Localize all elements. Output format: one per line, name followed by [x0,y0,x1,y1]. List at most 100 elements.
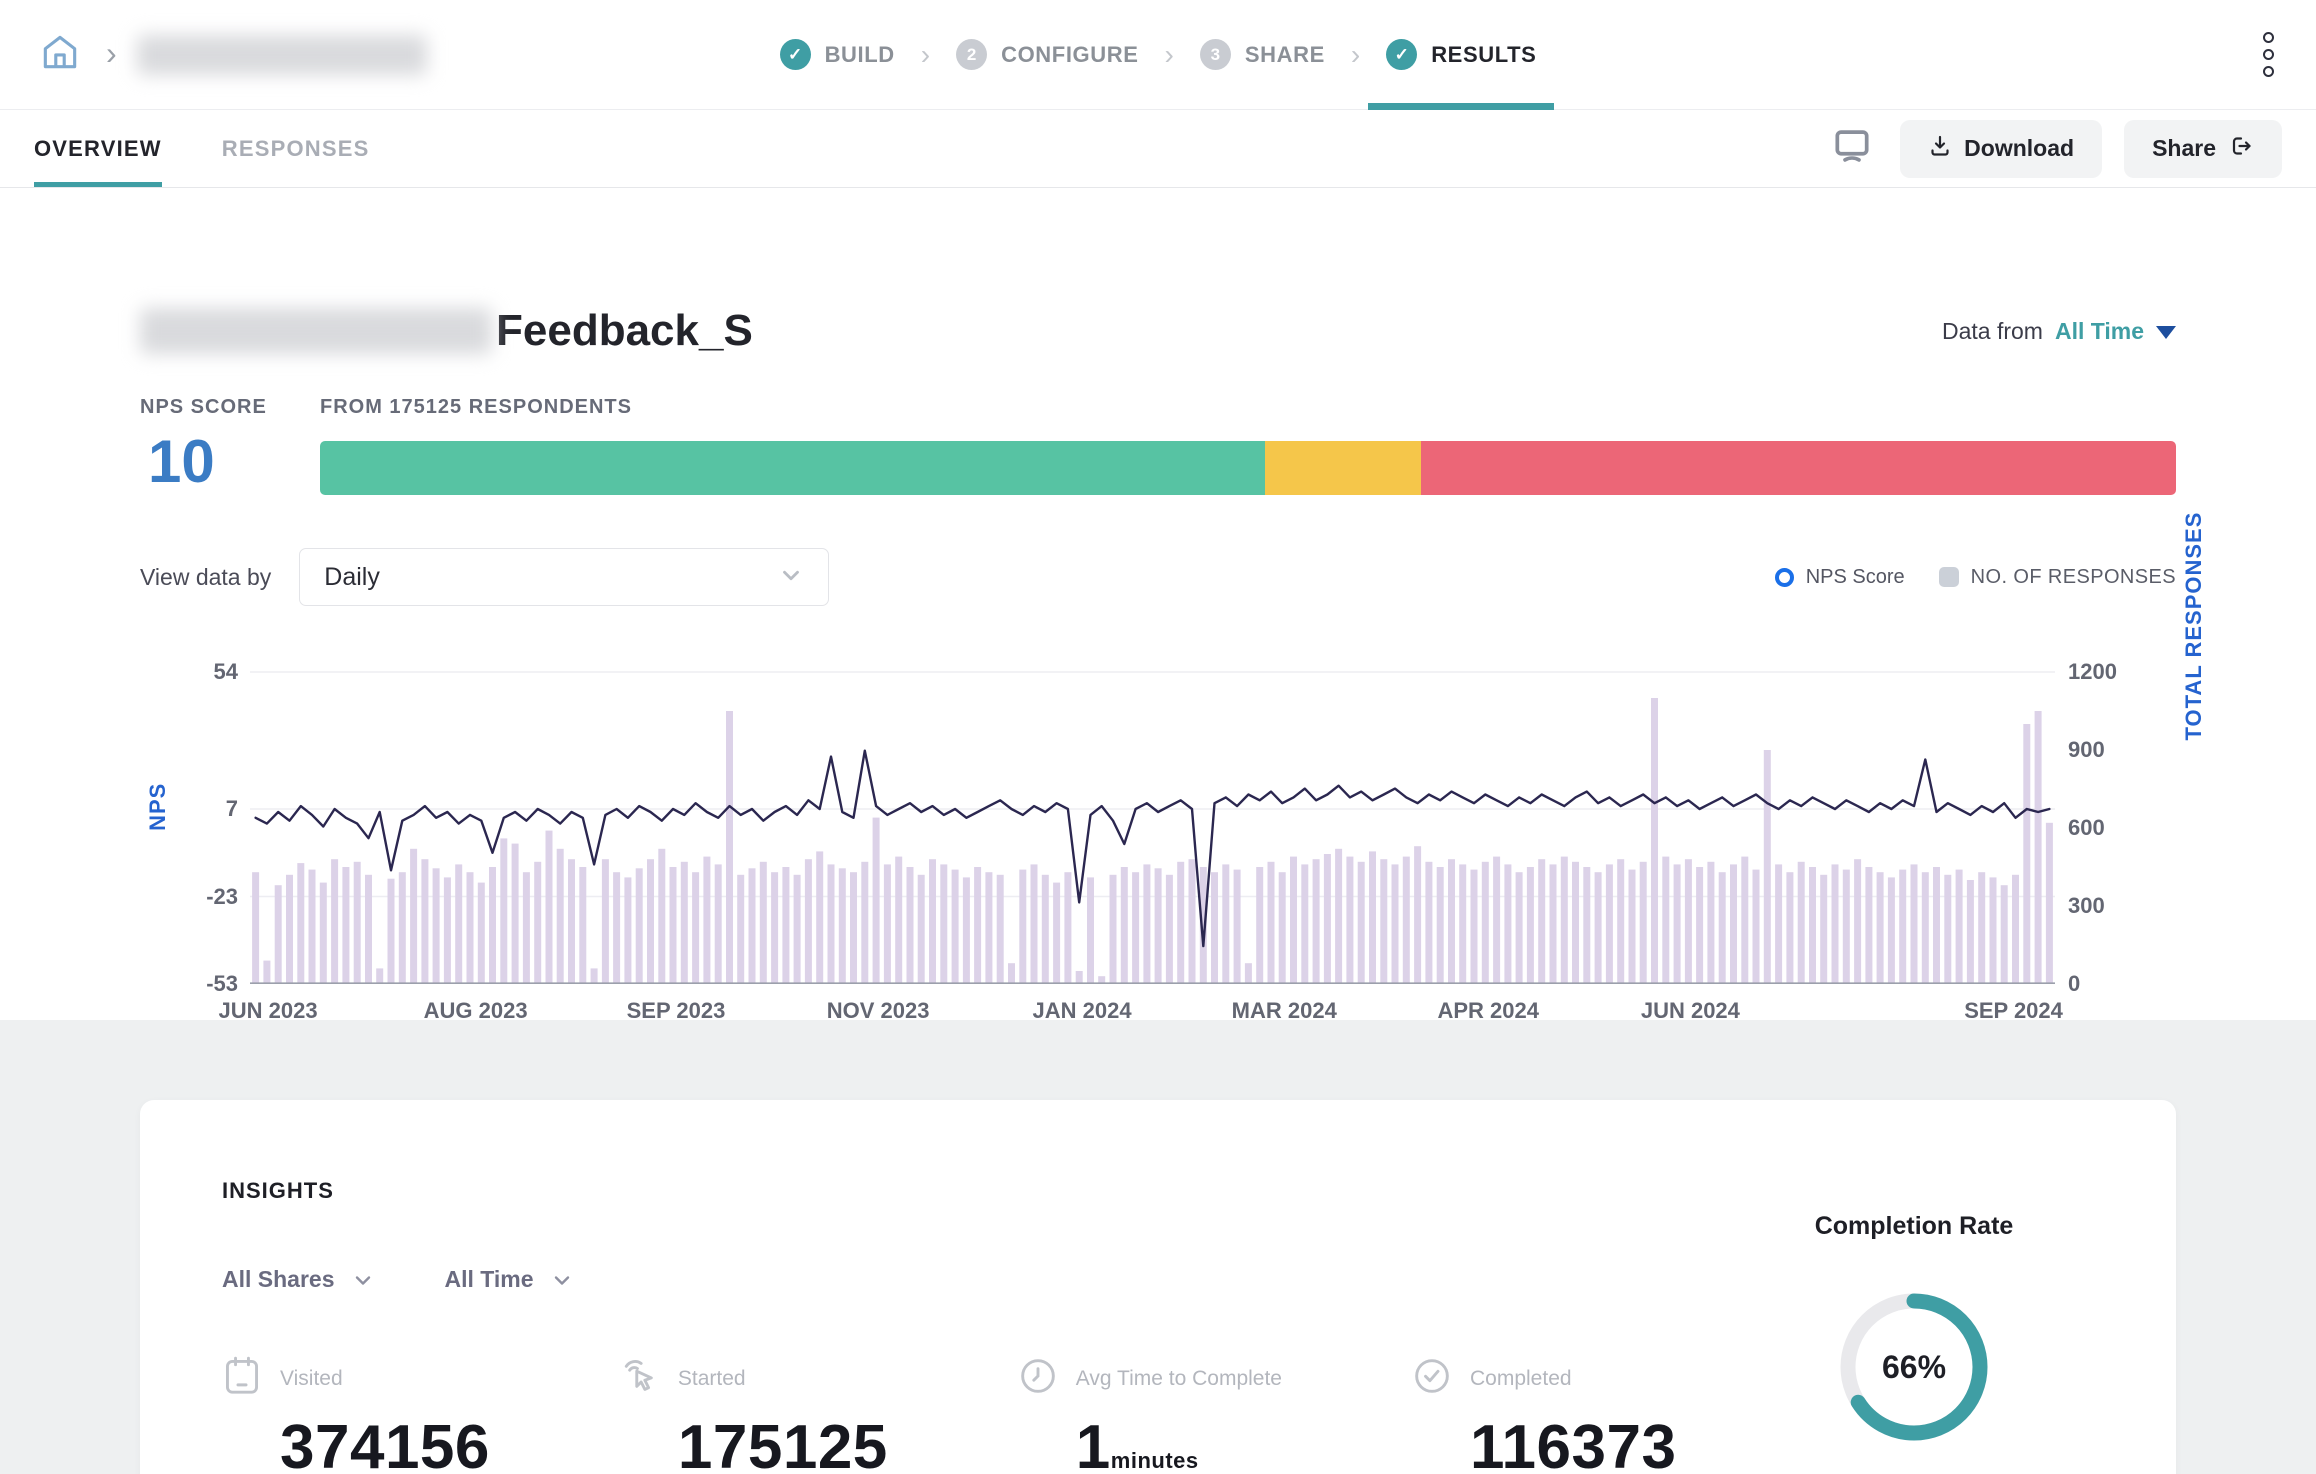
x-tick: SEP 2024 [1964,998,2063,1023]
chevron-right-icon: › [1350,38,1361,70]
step-configure[interactable]: 2 CONFIGURE [956,0,1138,110]
legend-no-of-responses[interactable]: NO. OF RESPONSES [1938,566,2176,589]
kebab-dot-icon [2263,32,2274,43]
y-axis-right-title: TOTAL RESPONSES [2181,511,2206,741]
step-share[interactable]: 3 SHARE [1199,0,1325,110]
nps-trend-plot[interactable] [250,671,2055,985]
stat-number: 1 [1075,1413,1111,1474]
step-label: CONFIGURE [1001,41,1139,67]
check-icon: ✓ [1386,39,1418,70]
preview-button[interactable] [1826,127,1878,171]
nps-distribution-bar [320,441,2176,495]
nps-segment-detractors [1420,441,2176,495]
y-tick: 54 [213,659,238,684]
x-tick: MAR 2024 [1231,998,1337,1023]
survey-title-redacted [140,308,492,354]
stat-value: 1minutes [1076,1412,1282,1474]
share-button[interactable]: Share [2124,119,2282,178]
stat-unit: minutes [1110,1448,1199,1473]
filter-label: All Shares [222,1266,335,1292]
completion-ring-value [1840,1293,1988,1441]
tab-responses[interactable]: RESPONSES [222,110,370,187]
nps-segment-promoters [320,441,1265,495]
nps-distribution-block: FROM 175125 RESPONDENTS [320,396,2176,496]
data-from-value: All Time [2054,317,2144,344]
filter-all-shares[interactable]: All Shares [222,1266,375,1293]
insights-left: INSIGHTS All Shares All Time [222,1178,1734,1474]
y-tick: 900 [2068,737,2105,762]
nps-score-value: 10 [148,428,215,495]
stat-label: Completed [1470,1366,1572,1390]
view-by-select[interactable]: Daily [299,548,830,606]
monitor-icon [1833,129,1871,168]
stat-visited: Visited 374156 [222,1355,490,1474]
step-build[interactable]: ✓ BUILD [779,0,895,110]
nps-segment-passives [1264,441,1421,495]
y-axis-right-ticks: 1200 900 600 300 0 [2068,659,2188,996]
chevron-down-icon [778,562,804,593]
download-button[interactable]: Download [1900,119,2103,178]
stat-value: 175125 [677,1413,888,1474]
kebab-dot-icon [2263,66,2274,77]
step-results[interactable]: ✓ RESULTS [1368,0,1555,110]
completion-rate-block: Completion Rate 66% [1734,1178,2094,1474]
stat-label: Started [677,1366,746,1390]
stat-value: 116373 [1470,1413,1677,1474]
nps-summary: NPS SCORE 10 FROM 175125 RESPONDENTS [0,396,2316,496]
y-axis-left-ticks: 54 7 -23 -53 [0,659,238,996]
kebab-dot-icon [2263,49,2274,60]
calendar-icon [222,1355,280,1402]
survey-name-redacted [136,34,427,75]
x-tick: AUG 2023 [423,998,528,1023]
caret-down-icon [2156,326,2176,339]
y-tick: -53 [206,971,238,996]
tabbar-actions: Download Share [1826,119,2282,178]
view-by-value: Daily [324,562,380,591]
home-icon [38,30,82,79]
y-tick: 0 [2068,971,2081,996]
stat-label: Avg Time to Complete [1075,1366,1282,1390]
clock-icon [1018,1355,1076,1402]
breadcrumb: › [34,29,780,81]
x-tick: APR 2024 [1437,998,1539,1023]
completion-rate-title: Completion Rate [1814,1212,2014,1240]
check-circle-icon [1412,1355,1470,1402]
data-from-label: Data from [1941,317,2043,344]
y-tick: -23 [206,883,238,909]
legend-nps-score[interactable]: NPS Score [1774,565,1905,589]
download-label: Download [1964,135,2075,161]
x-tick: JAN 2024 [1032,998,1132,1023]
step-label: RESULTS [1431,41,1537,67]
x-tick: JUN 2023 [218,998,318,1023]
stat-value: 374156 [280,1413,490,1474]
square-swatch-icon [1938,567,1959,587]
insights-title: INSIGHTS [222,1178,334,1203]
home-button[interactable] [34,29,86,81]
active-step-indicator [1368,102,1555,110]
data-range-dropdown[interactable]: Data from All Time [1942,318,2176,345]
tab-label: OVERVIEW [34,135,162,161]
chevron-down-icon [554,1275,569,1285]
step-number: 2 [956,39,988,70]
header-actions [1536,24,2282,85]
chevron-right-icon: › [1164,38,1174,70]
more-options-button[interactable] [2255,24,2282,85]
x-tick: NOV 2023 [826,998,930,1023]
filter-all-time[interactable]: All Time [445,1266,574,1293]
completion-rate-donut: 66% [1834,1287,1994,1447]
insights-stats: Visited 374156 Started 175125 [222,1355,1734,1474]
chart-legend: NPS Score NO. OF RESPONSES [1774,565,2176,589]
summary-header: Feedback_S Data from All Time [0,306,2316,356]
x-tick: JUN 2024 [1640,998,1740,1023]
tab-overview[interactable]: OVERVIEW [34,110,162,187]
x-axis-labels: JUN 2023 AUG 2023 SEP 2023 NOV 2023 JAN 2024… [219,998,2063,1028]
step-label: BUILD [824,41,895,67]
respondents-label: FROM 175125 RESPONDENTS [320,396,632,418]
y-tick: 7 [225,796,238,822]
radio-icon [1774,567,1794,587]
insights-filters: All Shares All Time [222,1266,1734,1293]
active-tab-indicator [34,182,162,187]
step-navigation: ✓ BUILD › 2 CONFIGURE › 3 SHARE › ✓ RESU… [779,0,1555,110]
nps-score-label: NPS SCORE [140,396,267,418]
legend-label: NPS Score [1805,565,1905,588]
